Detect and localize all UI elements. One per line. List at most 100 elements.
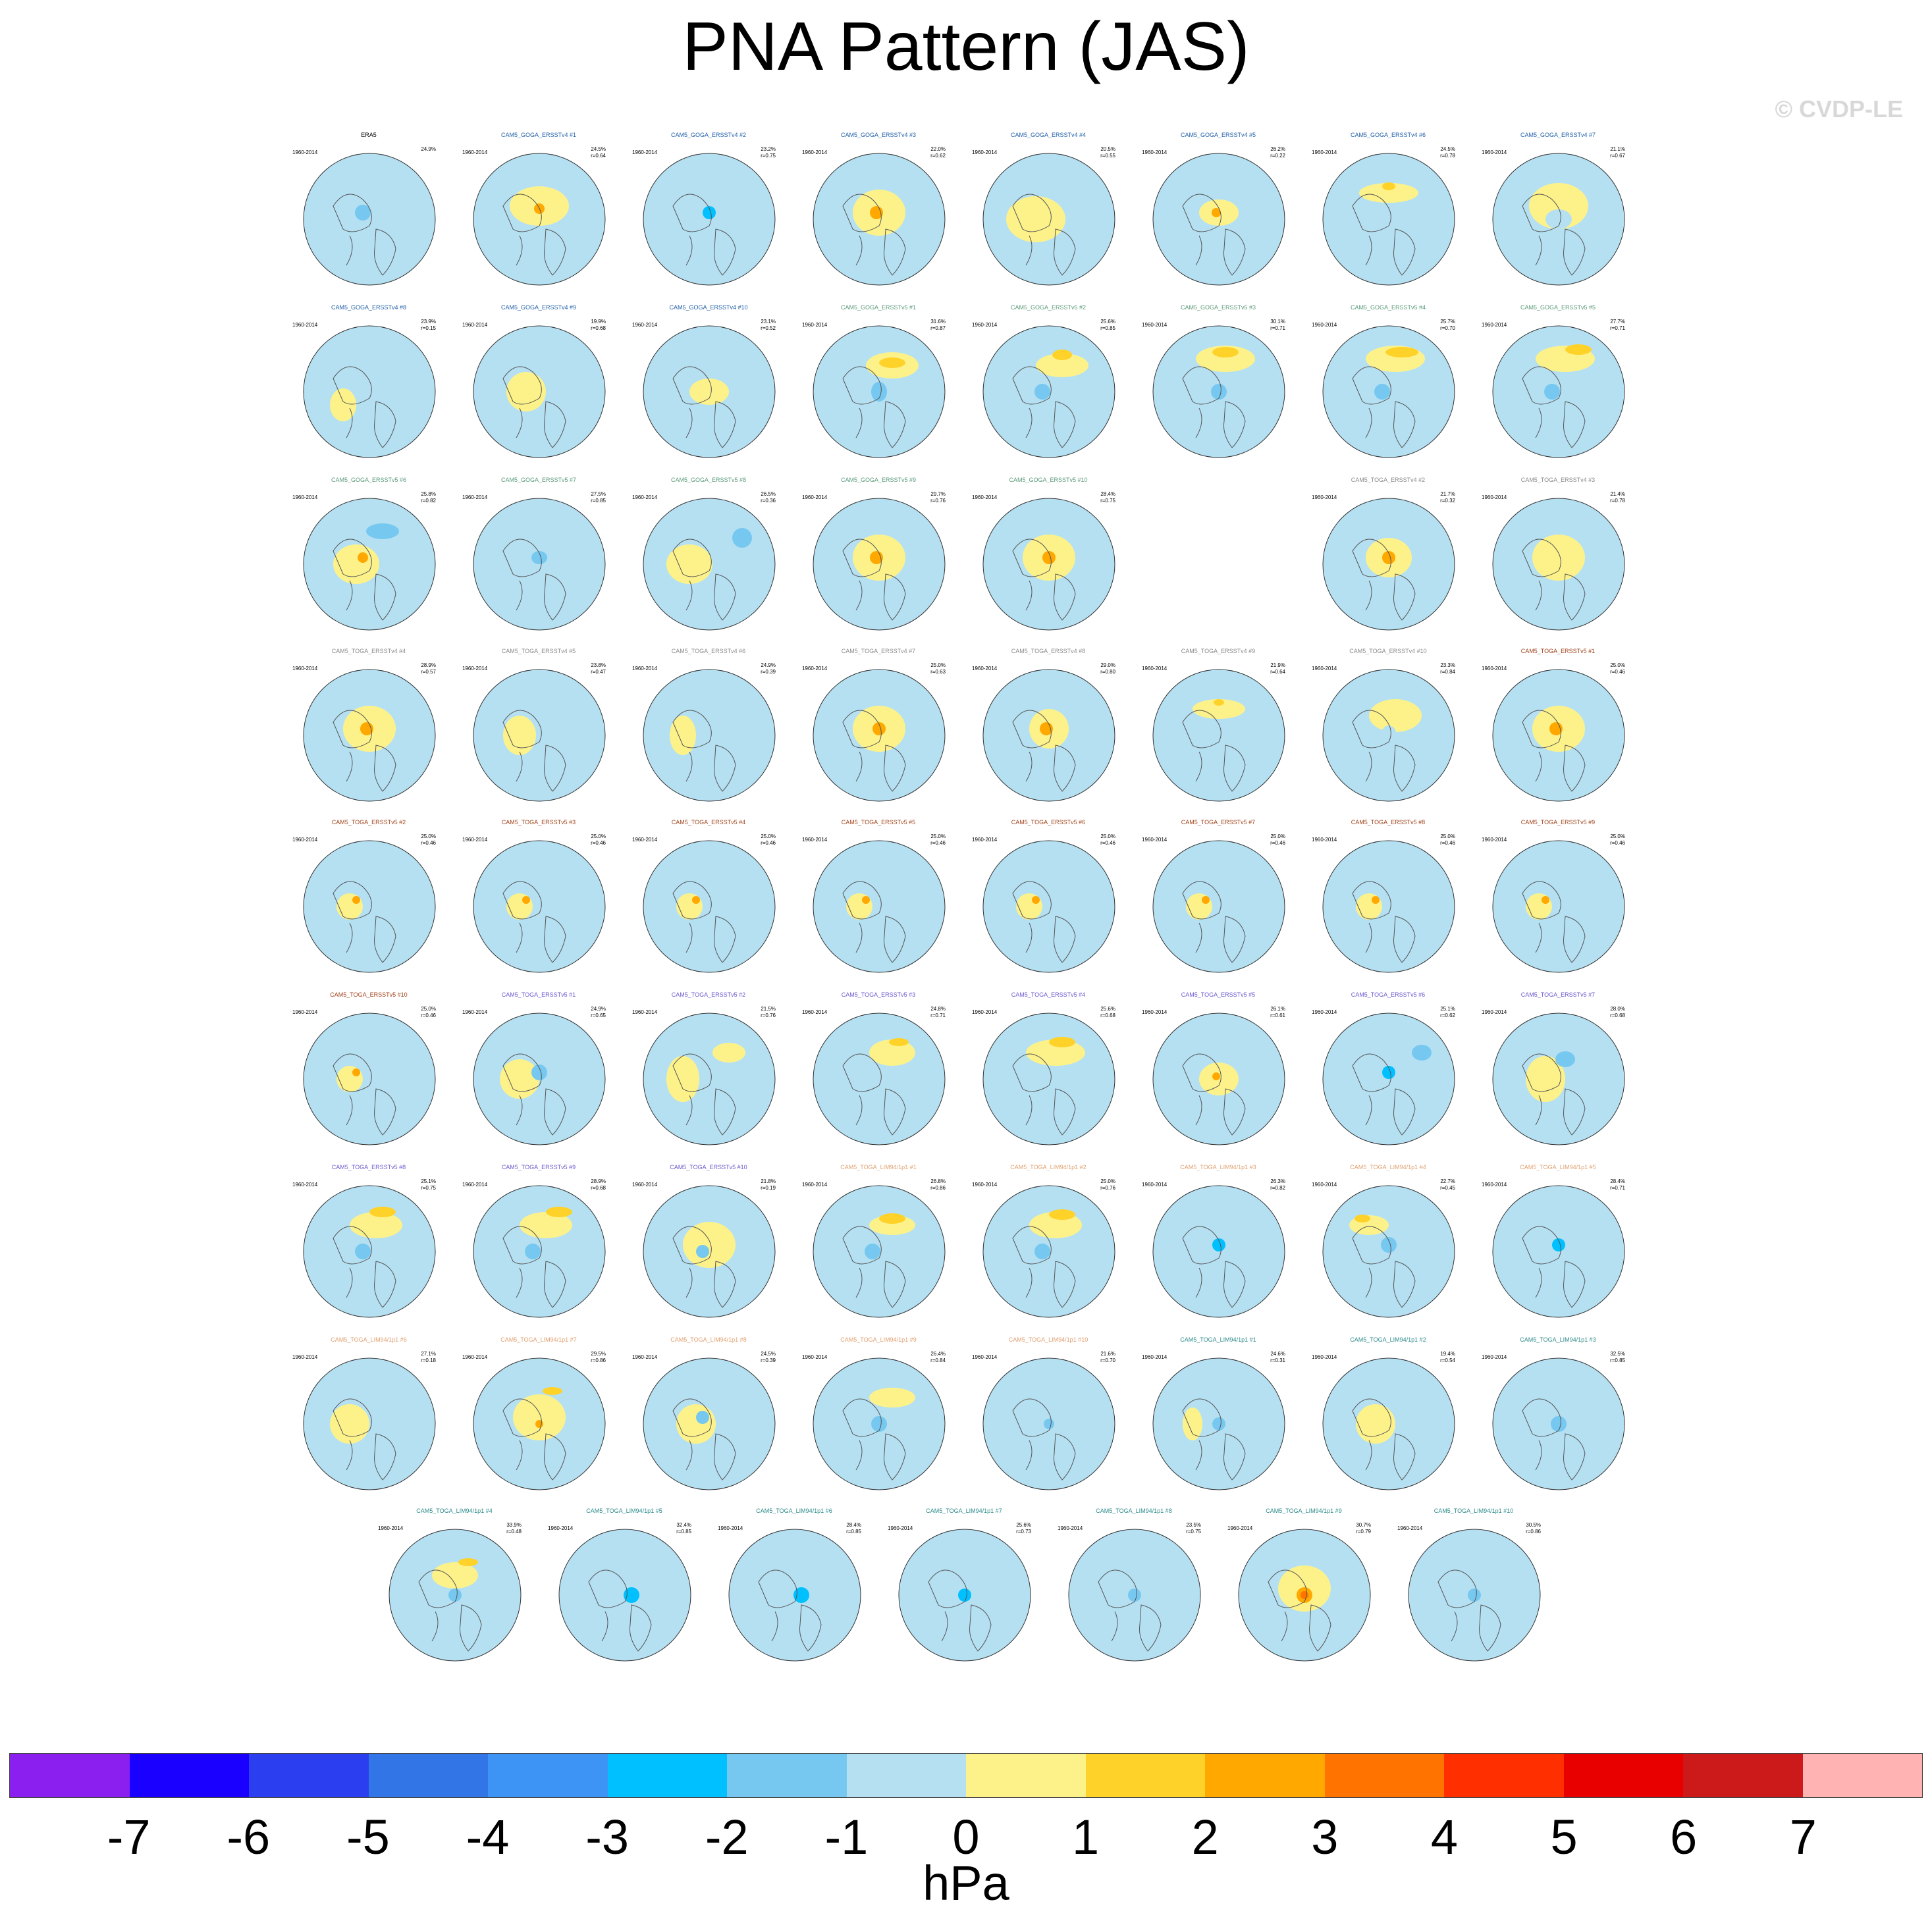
- map-panel: CAM5_TOGA_ERSSTv5 #7 1960-2014 25.0% r=0.46: [1139, 819, 1297, 984]
- coastline: [842, 366, 906, 448]
- polar-map: [1322, 669, 1455, 802]
- panel-pattern-correlation: r=0.75: [1100, 498, 1115, 504]
- panel-title: CAM5_TOGA_ERSSTv5 #4: [1011, 991, 1086, 998]
- panel-title: CAM5_GOGA_ERSSTv5 #9: [840, 477, 917, 483]
- map-panel: CAM5_GOGA_ERSSTv5 #9 1960-2014 29.7% r=0.76: [799, 477, 957, 641]
- panel-variance-percent: 25.0%: [1610, 833, 1625, 839]
- panel-title: CAM5_TOGA_LIM94/1p1 #8: [1096, 1508, 1172, 1514]
- panel-variance-percent: 25.6%: [1016, 1522, 1031, 1528]
- polar-map: [982, 153, 1115, 286]
- panel-pattern-correlation: r=0.46: [1100, 840, 1115, 846]
- polar-map: [982, 498, 1115, 631]
- map-border: [1322, 669, 1455, 802]
- coastline: [672, 1398, 736, 1481]
- panel-pattern-correlation: r=0.84: [930, 1357, 946, 1363]
- coastline: [1012, 1053, 1076, 1136]
- panel-title: CAM5_GOGA_ERSSTv5 #1: [840, 304, 917, 311]
- panel-years: 1960-2014: [632, 1182, 658, 1188]
- panel-variance-percent: 23.3%: [1440, 662, 1455, 668]
- anomaly-blob: [500, 1059, 539, 1099]
- anomaly-blob: [1551, 1416, 1567, 1432]
- panel-pattern-correlation: r=0.31: [1270, 1357, 1285, 1363]
- polar-map: [473, 1185, 606, 1318]
- panel-variance-percent: 24.6%: [1270, 1351, 1285, 1357]
- polar-map: [1152, 325, 1285, 458]
- coastline: [333, 1053, 396, 1136]
- colorbar-tick-label: -6: [227, 1810, 271, 1864]
- map-panel: CAM5_GOGA_ERSSTv5 #6 1960-2014 25.8% r=0.82: [290, 477, 448, 641]
- coastline: [1522, 1398, 1586, 1481]
- panel-pattern-correlation: r=0.86: [930, 1185, 946, 1191]
- panel-years: 1960-2014: [888, 1525, 913, 1531]
- panel-years: 1960-2014: [1142, 1009, 1167, 1015]
- panel-title: CAM5_GOGA_ERSSTv4 #3: [840, 132, 917, 138]
- colorbar-tick-label: -5: [346, 1810, 390, 1864]
- panel-variance-percent: 26.8%: [930, 1178, 946, 1184]
- polar-map: [982, 840, 1115, 973]
- panel-years: 1960-2014: [292, 1182, 318, 1188]
- colorbar: [9, 1753, 1923, 1798]
- panel-variance-percent: 26.4%: [930, 1351, 946, 1357]
- map-border: [1152, 1357, 1285, 1490]
- anomaly-blob: [686, 695, 732, 710]
- map-panel: CAM5_TOGA_LIM94/1p1 #10 1960-2014 21.6% r=0…: [969, 1336, 1127, 1501]
- map-border: [1322, 1357, 1455, 1490]
- anomaly-blob: [1301, 1591, 1308, 1599]
- polar-map: [982, 1012, 1115, 1145]
- coastline: [1182, 1226, 1246, 1308]
- panel-years: 1960-2014: [292, 1009, 318, 1015]
- map-background: [1323, 153, 1455, 285]
- map-panel: CAM5_GOGA_ERSSTv5 #5 1960-2014 27.7% r=0.71: [1479, 304, 1637, 469]
- anomaly-blob: [1545, 209, 1572, 229]
- panel-title: CAM5_TOGA_ERSSTv5 #3: [501, 819, 576, 826]
- panel-years: 1960-2014: [802, 322, 828, 328]
- panel-title: CAM5_TOGA_LIM94/1p1 #4: [416, 1508, 493, 1514]
- polar-map: [1322, 1357, 1455, 1490]
- anomaly-blob: [856, 866, 902, 881]
- coastline: [502, 1398, 566, 1481]
- panel-title: ERA5: [361, 132, 377, 138]
- polar-map: [813, 325, 946, 458]
- map-panel: CAM5_TOGA_LIM94/1p1 #4 1960-2014 22.7% r=0.…: [1309, 1164, 1467, 1328]
- panel-variance-percent: 30.7%: [1356, 1522, 1371, 1528]
- map-panel: CAM5_GOGA_ERSSTv4 #6 1960-2014 24.5% r=0.78: [1309, 132, 1467, 296]
- panel-years: 1960-2014: [1227, 1525, 1253, 1531]
- panel-title: CAM5_TOGA_LIM94/1p1 #3: [1520, 1336, 1596, 1343]
- anomaly-blob: [432, 1562, 478, 1589]
- panel-variance-percent: 27.7%: [1610, 319, 1625, 325]
- anomaly-blob: [1389, 1391, 1415, 1404]
- polar-map: [303, 1357, 436, 1490]
- map-panel: CAM5_TOGA_ERSSTv5 #4 1960-2014 25.0% r=0.46: [630, 819, 788, 984]
- panel-title: CAM5_GOGA_ERSSTv4 #8: [331, 304, 407, 311]
- panel-title: CAM5_GOGA_ERSSTv5 #5: [1520, 304, 1596, 311]
- panel-pattern-correlation: r=0.63: [930, 669, 946, 675]
- map-panel: CAM5_TOGA_ERSSTv5 #3 1960-2014 24.8% r=0.71: [799, 991, 957, 1156]
- map-panel: CAM5_TOGA_ERSSTv4 #2 1960-2014 21.7% r=0.32: [1309, 477, 1467, 641]
- panel-variance-percent: 25.0%: [1610, 662, 1625, 668]
- panel-title: CAM5_TOGA_LIM94/1p1 #6: [331, 1336, 407, 1343]
- coastline: [1012, 366, 1076, 448]
- coastline: [418, 1569, 482, 1652]
- panel-years: 1960-2014: [1312, 1009, 1337, 1015]
- polar-map: [1492, 153, 1625, 286]
- map-border: [473, 153, 606, 286]
- anomaly-blob: [879, 1213, 905, 1224]
- polar-map: [1152, 1357, 1285, 1490]
- map-border: [982, 153, 1115, 286]
- panel-years: 1960-2014: [1142, 1354, 1167, 1360]
- panel-variance-percent: 21.8%: [761, 1178, 776, 1184]
- panel-variance-percent: 28.0%: [1610, 1006, 1625, 1012]
- panel-variance-percent: 23.8%: [591, 662, 606, 668]
- coastline: [842, 1398, 906, 1481]
- anomaly-blob: [366, 523, 399, 539]
- map-background: [1323, 841, 1455, 972]
- panel-pattern-correlation: r=0.32: [1440, 498, 1455, 504]
- coastline: [1012, 881, 1076, 963]
- panel-pattern-correlation: r=0.79: [1356, 1529, 1371, 1535]
- panel-pattern-correlation: r=0.39: [761, 1357, 776, 1363]
- polar-map: [1068, 1529, 1201, 1662]
- map-border: [1152, 669, 1285, 802]
- map-border: [643, 840, 776, 973]
- polar-map: [813, 153, 946, 286]
- map-panel: CAM5_GOGA_ERSSTv4 #8 1960-2014 23.9% r=0.15: [290, 304, 448, 469]
